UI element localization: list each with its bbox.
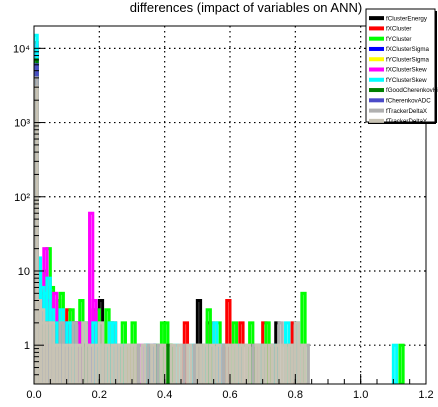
x-tick-label: 0.6 (222, 389, 237, 401)
legend-label: fGoodCherenkovHit (386, 87, 438, 94)
histogram-bar (238, 343, 245, 384)
histogram-bar (195, 343, 203, 384)
histogram-bar (391, 343, 399, 384)
legend-label: fXCluster (386, 26, 411, 33)
histogram-bar (97, 321, 105, 384)
histogram-bar (169, 343, 176, 384)
y-tick-label: 10³ (14, 118, 30, 130)
histogram-bar (225, 343, 232, 384)
legend-swatch (369, 118, 384, 123)
histogram-bar (280, 343, 288, 384)
x-tick-label: 0.2 (92, 389, 107, 401)
y-tick-label: 10⁴ (13, 43, 30, 55)
histogram-bar (398, 343, 405, 384)
histogram-bar (104, 343, 111, 384)
legend-label: fTrackerDeltaY (386, 118, 427, 125)
histogram-bar (195, 299, 203, 384)
legend-swatch (369, 57, 384, 62)
histogram-bar (123, 343, 131, 384)
legend: fClusterEnergy fXCluster fYCluster fXCluste… (365, 8, 438, 125)
legend-swatch (369, 88, 384, 93)
legend-label: fYClusterSigma (386, 56, 430, 63)
histogram-bar (287, 343, 294, 384)
histogram-bar (150, 343, 157, 384)
histogram-bar (274, 343, 281, 384)
histogram-bar (117, 343, 124, 384)
histogram-bar (293, 321, 301, 384)
legend-label: fYClusterSkew (386, 77, 427, 84)
histogram-bar (61, 343, 69, 384)
histogram-bar (42, 321, 49, 384)
histogram-bar (225, 299, 232, 384)
histogram-bar (186, 343, 193, 384)
legend-label: fXClusterSigma (386, 46, 430, 53)
legend-label: fXClusterSkew (386, 67, 427, 74)
legend-swatch (369, 46, 384, 51)
y-tick-label: 1 (24, 340, 30, 352)
histogram-bar (130, 343, 137, 384)
x-tick-label: 0.8 (288, 389, 303, 401)
histogram-bar (110, 343, 118, 384)
legend-label: fCherenkovADC (386, 98, 431, 105)
histogram-bar (267, 343, 274, 384)
axes: 0.0 0.2 0.4 0.6 0.8 1.0 1.2 1 10 10² 10³ 10⁴ (13, 25, 434, 401)
histogram-bar (88, 343, 95, 384)
legend-label: fTrackerDeltaX (386, 108, 427, 115)
histogram-bar (81, 321, 88, 384)
legend-swatch (369, 36, 384, 41)
chart-title: differences (impact of variables on ANN) (130, 0, 362, 15)
legend-label: fYCluster (386, 36, 411, 43)
x-tick-label: 1.2 (418, 389, 433, 401)
histogram-bar (74, 343, 82, 384)
x-tick-label: 0.4 (157, 389, 172, 401)
histogram-bar (68, 343, 75, 384)
histogram-bar (208, 343, 216, 384)
histogram-bar (261, 343, 268, 384)
x-tick-label: 1.0 (353, 389, 368, 401)
legend-swatch (369, 98, 384, 103)
legend-swatch (369, 77, 384, 82)
y-tick-label: 10 (18, 266, 30, 278)
histogram-bar (202, 343, 209, 384)
histogram-bar (231, 343, 239, 384)
histogram-bar (244, 343, 252, 384)
histogram-bar (215, 343, 222, 384)
histogram-bar (300, 343, 307, 384)
legend-swatch (369, 26, 384, 31)
y-tick-label: 10² (14, 192, 30, 204)
legend-swatch (369, 108, 384, 113)
histogram-bar (88, 211, 95, 384)
legend-swatch (369, 16, 384, 21)
legend-label: fClusterEnergy (386, 15, 428, 22)
histogram-bar (176, 343, 183, 384)
histogram-bar (300, 291, 307, 384)
legend-swatch (369, 67, 384, 72)
x-tick-label: 0.0 (26, 389, 41, 401)
histogram-bar (140, 343, 147, 384)
histogram-bar (254, 343, 261, 384)
histogram-bar (55, 343, 62, 384)
histogram-bar (159, 343, 167, 384)
